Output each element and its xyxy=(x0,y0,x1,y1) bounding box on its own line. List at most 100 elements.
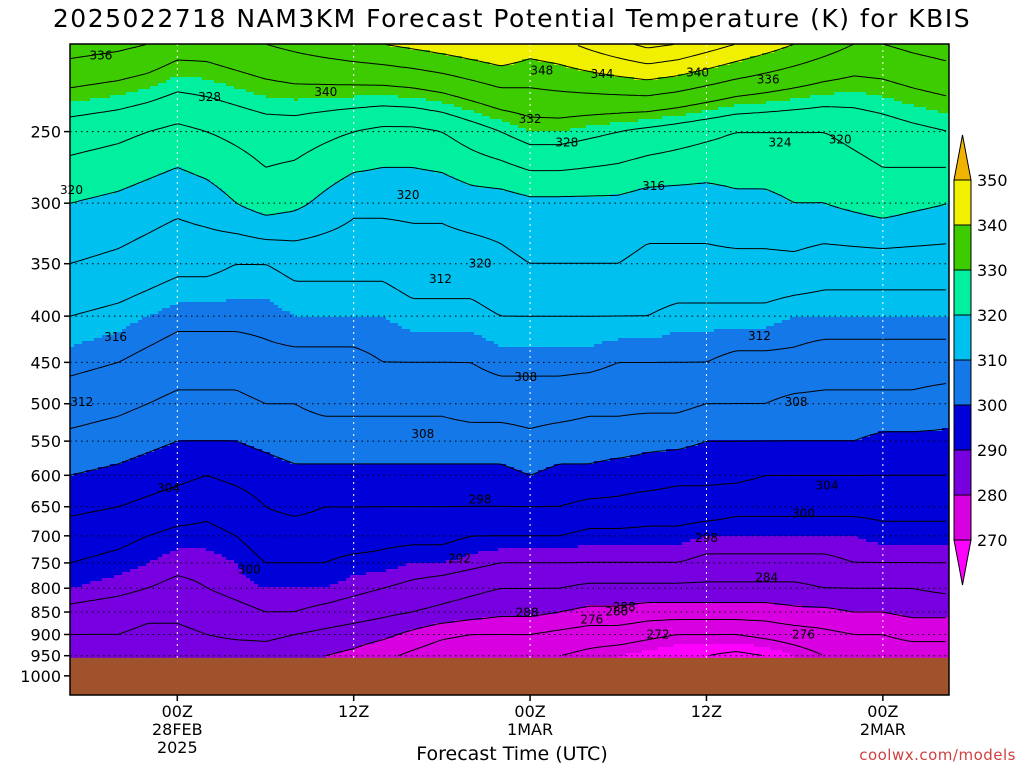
heat-cell xyxy=(74,323,79,327)
heat-cell xyxy=(82,311,87,315)
heat-cell xyxy=(78,641,83,645)
heat-cell xyxy=(98,611,103,615)
heat-cell xyxy=(94,449,99,453)
heat-cell xyxy=(98,641,103,645)
heat-cell xyxy=(94,182,99,186)
heat-cell xyxy=(78,434,83,438)
heat-cell xyxy=(98,275,103,279)
heat-cell xyxy=(98,191,103,195)
heat-cell xyxy=(94,107,99,111)
heat-cell xyxy=(70,614,75,618)
heat-cell xyxy=(98,236,103,240)
heat-cell xyxy=(98,68,103,72)
heat-cell xyxy=(74,545,79,549)
heat-cell xyxy=(90,245,95,249)
heat-cell xyxy=(98,71,103,75)
heat-cell xyxy=(98,155,103,159)
heat-cell xyxy=(86,359,91,363)
heat-cell xyxy=(86,209,91,213)
heat-cell xyxy=(74,377,79,381)
heat-cell xyxy=(98,86,103,90)
heat-cell xyxy=(90,356,95,360)
heat-cell xyxy=(82,347,87,351)
heat-cell xyxy=(90,566,95,570)
heat-cell xyxy=(82,212,87,216)
heat-cell xyxy=(70,194,75,198)
heat-cell xyxy=(90,536,95,540)
heat-cell xyxy=(78,77,83,81)
heat-cell xyxy=(94,110,99,114)
heat-cell xyxy=(70,53,75,57)
heat-cell xyxy=(86,608,91,612)
heat-cell xyxy=(94,164,99,168)
heat-cell xyxy=(74,65,79,69)
heat-cell xyxy=(78,506,83,510)
heat-cell xyxy=(78,224,83,228)
heat-cell xyxy=(90,455,95,459)
heat-cell xyxy=(82,581,87,585)
heat-cell xyxy=(70,440,75,444)
heat-cell xyxy=(70,551,75,555)
heat-cell xyxy=(86,182,91,186)
heat-cell xyxy=(78,545,83,549)
heat-cell xyxy=(74,122,79,126)
heat-cell xyxy=(94,617,99,621)
heat-cell xyxy=(82,86,87,90)
heat-cell xyxy=(82,368,87,372)
heat-cell xyxy=(90,602,95,606)
heat-cell xyxy=(86,653,91,657)
heat-cell xyxy=(90,365,95,369)
heat-cell xyxy=(78,350,83,354)
heat-cell xyxy=(90,275,95,279)
heat-cell xyxy=(82,230,87,234)
heat-cell xyxy=(90,182,95,186)
heat-cell xyxy=(74,161,79,165)
heat-cell xyxy=(94,311,99,315)
heat-cell xyxy=(78,584,83,588)
heat-cell xyxy=(78,95,83,99)
heat-cell xyxy=(70,644,75,648)
heat-cell xyxy=(90,497,95,501)
heat-cell xyxy=(78,86,83,90)
heat-cell xyxy=(70,437,75,441)
heat-cell xyxy=(90,563,95,567)
heat-cell xyxy=(86,650,91,654)
heat-cell xyxy=(82,146,87,150)
heat-cell xyxy=(74,611,79,615)
heat-cell xyxy=(74,572,79,576)
heat-cell xyxy=(70,350,75,354)
heat-cell xyxy=(98,350,103,354)
heat-cell xyxy=(94,320,99,324)
heat-cell xyxy=(98,203,103,207)
heat-cell xyxy=(98,317,103,321)
heat-cell xyxy=(98,356,103,360)
heat-cell xyxy=(82,44,87,48)
heat-cell xyxy=(94,122,99,126)
heat-cell xyxy=(74,293,79,297)
heat-cell xyxy=(78,431,83,435)
heat-cell xyxy=(82,476,87,480)
heat-cell xyxy=(90,653,95,657)
heat-cell xyxy=(98,536,103,540)
heat-cell xyxy=(82,299,87,303)
heat-cell xyxy=(94,176,99,180)
heat-cell xyxy=(98,320,103,324)
heat-cell xyxy=(90,287,95,291)
heat-cell xyxy=(90,206,95,210)
heat-cell xyxy=(86,497,91,501)
heat-cell xyxy=(74,329,79,333)
heat-cell xyxy=(98,56,103,60)
heat-cell xyxy=(86,179,91,183)
heat-cell xyxy=(78,422,83,426)
heat-cell xyxy=(74,617,79,621)
heat-cell xyxy=(90,269,95,273)
heat-cell xyxy=(70,101,75,105)
heat-cell xyxy=(78,560,83,564)
heat-cell xyxy=(70,401,75,405)
heat-cell xyxy=(74,500,79,504)
heat-cell xyxy=(74,446,79,450)
heat-cell xyxy=(90,515,95,519)
heat-cell xyxy=(74,59,79,63)
heat-cell xyxy=(98,272,103,276)
heat-cell xyxy=(94,611,99,615)
